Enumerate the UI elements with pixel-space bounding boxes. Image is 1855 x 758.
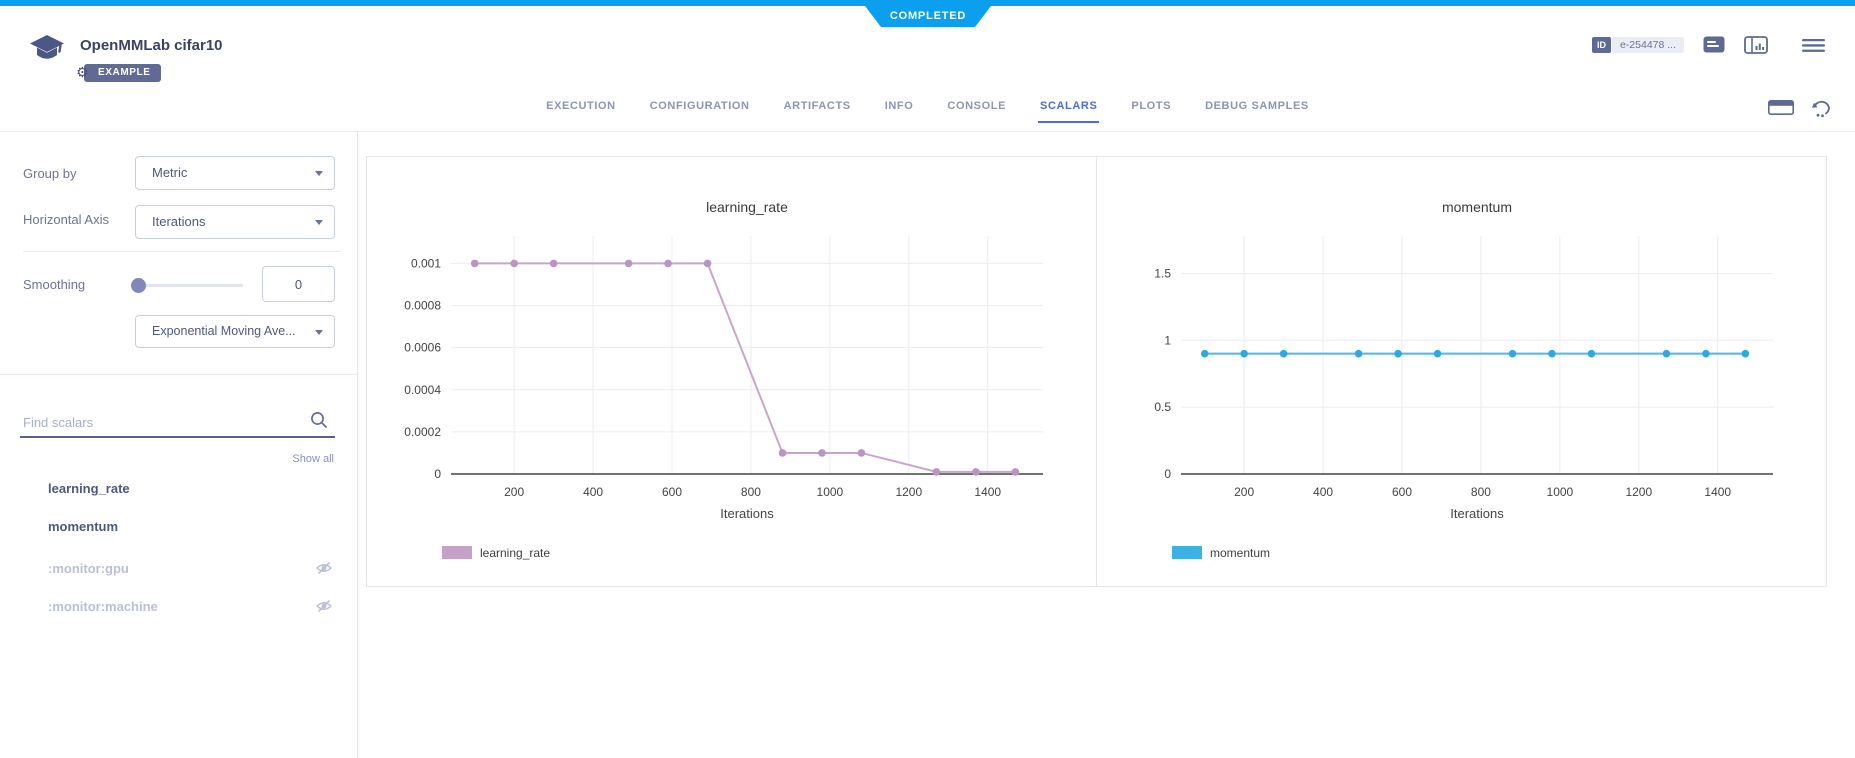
svg-text:1000: 1000 (1547, 485, 1574, 499)
tab-artifacts[interactable]: ARTIFACTS (783, 100, 851, 112)
svg-text:Iterations: Iterations (720, 506, 774, 521)
chevron-down-icon (315, 330, 323, 335)
panel-chart-icon[interactable] (1744, 36, 1768, 59)
svg-text:1200: 1200 (895, 485, 922, 499)
tab-debug-samples[interactable]: DEBUG SAMPLES (1205, 100, 1309, 112)
svg-text:600: 600 (662, 485, 682, 499)
show-all-link[interactable]: Show all (292, 453, 334, 465)
svg-text:200: 200 (1234, 485, 1254, 499)
svg-text:momentum: momentum (1442, 199, 1512, 215)
header-separator (0, 131, 1855, 132)
svg-text:400: 400 (583, 485, 603, 499)
example-badge: ⚙ EXAMPLE (76, 64, 161, 82)
experiment-title: OpenMMLab cifar10 (80, 37, 223, 54)
charts-card: 0 0.0002 0.0004 0.0006 0.0008 0.001 200 400 600 8… (366, 156, 1827, 587)
search-underline (20, 436, 335, 438)
svg-text:0.0006: 0.0006 (404, 341, 441, 355)
smoothing-type-select[interactable]: Exponential Moving Ave... (135, 315, 335, 348)
svg-text:1400: 1400 (1704, 485, 1731, 499)
chevron-down-icon (315, 171, 323, 176)
scalar-item-momentum[interactable]: momentum (48, 519, 119, 534)
divider (0, 374, 358, 375)
group-by-label: Group by (23, 166, 77, 181)
svg-text:0.0002: 0.0002 (404, 425, 441, 439)
tab-plots[interactable]: PLOTS (1131, 100, 1172, 112)
svg-text:0: 0 (434, 467, 441, 481)
horizontal-axis-label: Horizontal Axis (23, 212, 109, 227)
top-status-bar (0, 0, 1855, 6)
chevron-down-icon (315, 220, 323, 225)
tab-execution[interactable]: EXECUTION (546, 100, 616, 112)
tab-bar: EXECUTION CONFIGURATION ARTIFACTS INFO C… (0, 92, 1855, 123)
svg-text:1.5: 1.5 (1154, 266, 1171, 280)
group-by-select[interactable]: Metric (135, 156, 335, 190)
tab-configuration[interactable]: CONFIGURATION (649, 100, 750, 112)
svg-text:400: 400 (1313, 485, 1333, 499)
learning-rate-chart[interactable]: 0 0.0002 0.0004 0.0006 0.0008 0.001 200 400 600 8… (367, 157, 1097, 586)
status-badge: COMPLETED (865, 6, 991, 27)
svg-text:learning_rate: learning_rate (480, 546, 550, 560)
momentum-chart[interactable]: 0 0.5 1 1.5 200 400 600 800 1000 1200 1400 momentum… (1096, 157, 1826, 586)
svg-text:800: 800 (1471, 485, 1491, 499)
table-view-icon[interactable] (1768, 100, 1794, 120)
svg-text:200: 200 (504, 485, 524, 499)
eye-off-icon[interactable] (315, 561, 333, 580)
svg-text:1200: 1200 (1625, 485, 1652, 499)
smoothing-value-input[interactable] (262, 266, 335, 302)
horizontal-axis-select[interactable]: Iterations (135, 205, 335, 239)
smoothing-slider[interactable] (131, 278, 243, 293)
gear-icon: ⚙ (76, 65, 90, 81)
svg-text:0: 0 (1164, 467, 1171, 481)
svg-text:0.001: 0.001 (411, 256, 441, 270)
scalars-sidebar: Group by Metric Horizontal Axis Iteratio… (0, 132, 358, 758)
search-icon[interactable] (310, 411, 328, 434)
app-logo-icon (29, 34, 65, 71)
svg-text:1: 1 (1164, 333, 1171, 347)
svg-text:momentum: momentum (1210, 546, 1270, 560)
scalar-item-monitor-gpu[interactable]: :monitor:gpu (48, 561, 129, 576)
scalar-item-learning-rate[interactable]: learning_rate (48, 481, 130, 496)
menu-icon[interactable] (1802, 39, 1825, 57)
svg-text:learning_rate: learning_rate (706, 199, 788, 215)
svg-text:1000: 1000 (817, 485, 844, 499)
eye-off-icon[interactable] (315, 599, 333, 618)
experiment-id-value[interactable]: e-254478 ... (1612, 37, 1684, 53)
scalar-item-monitor-machine[interactable]: :monitor:machine (48, 599, 158, 614)
details-icon[interactable] (1703, 36, 1725, 58)
svg-text:1400: 1400 (974, 485, 1001, 499)
divider (23, 251, 340, 252)
svg-text:Iterations: Iterations (1450, 506, 1504, 521)
tab-console[interactable]: CONSOLE (947, 100, 1007, 112)
auto-refresh-icon[interactable] (1810, 97, 1833, 123)
svg-text:800: 800 (741, 485, 761, 499)
find-scalars-input[interactable] (23, 412, 303, 432)
svg-text:0.0004: 0.0004 (404, 383, 441, 397)
id-chip: ID (1592, 37, 1611, 53)
tab-info[interactable]: INFO (884, 100, 914, 112)
svg-text:600: 600 (1392, 485, 1412, 499)
tab-scalars[interactable]: SCALARS (1038, 92, 1100, 123)
svg-text:0.0008: 0.0008 (404, 299, 441, 313)
smoothing-slider-thumb[interactable] (131, 278, 146, 293)
svg-text:0.5: 0.5 (1154, 400, 1171, 414)
smoothing-label: Smoothing (23, 277, 86, 292)
